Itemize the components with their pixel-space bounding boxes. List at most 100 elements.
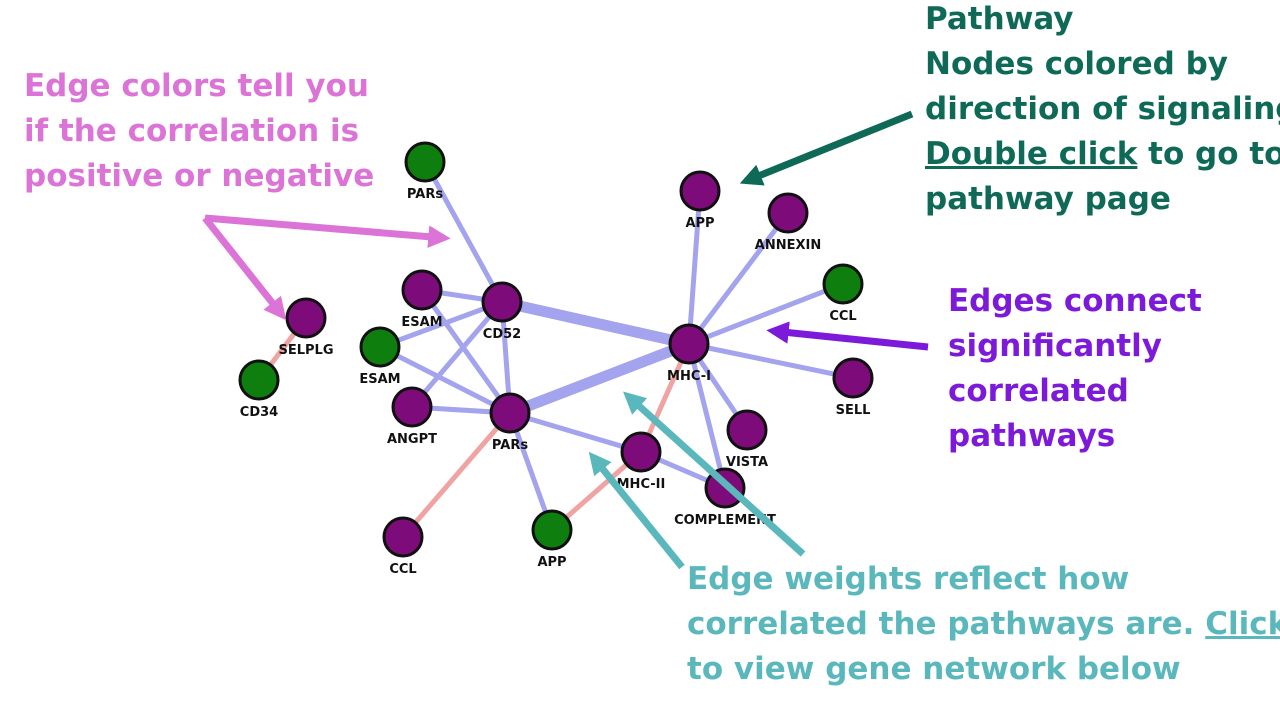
edge-color-annotation-line: if the correlation is: [24, 113, 360, 149]
weight-annotation-line: Edge weights reflect how: [687, 561, 1130, 597]
network-edge-mhc1-ccl_right[interactable]: [686, 281, 846, 347]
network-edge-esam1-pars_mid[interactable]: [419, 287, 513, 416]
network-node-app_bottom[interactable]: APP: [531, 509, 573, 570]
weight-annotation-line: correlated the pathways are. Click: [687, 602, 1280, 647]
network-node-esam2[interactable]: ESAM: [359, 326, 401, 387]
pathway-node-annotation: Pathway Nodes colored by direction of si…: [925, 0, 1280, 222]
edge-annotation-line: pathways: [948, 418, 1116, 454]
pathway-annotation-text: to go to: [1137, 136, 1280, 172]
pathway-annotation-line: Nodes colored by: [925, 46, 1228, 82]
node-label: ESAM: [401, 315, 442, 330]
network-node-selplg[interactable]: SELPLG: [278, 297, 334, 358]
node-circle[interactable]: [481, 281, 523, 323]
edge-color-annotation-line: Edge colors tell you: [24, 68, 369, 104]
node-label: SELPLG: [278, 343, 333, 358]
network-node-ccl_bottom[interactable]: CCL: [382, 516, 424, 577]
node-label: SELL: [836, 403, 871, 418]
network-edge-mhc1-annexin[interactable]: [686, 210, 791, 347]
network-node-angpt[interactable]: ANGPT: [387, 386, 437, 447]
network-nodes: PARs APP ANNEXIN CCL ESAM CD52 SELPLG ESAM MHC-I…: [238, 141, 874, 577]
pathway-annotation-title: Pathway: [925, 1, 1074, 37]
node-circle[interactable]: [401, 269, 443, 311]
network-node-mhc2[interactable]: MHC-II: [617, 431, 666, 492]
edge-annotation-line: correlated: [948, 373, 1129, 409]
edge-annotation-line: Edges connect: [948, 283, 1202, 319]
node-circle[interactable]: [238, 359, 280, 401]
node-circle[interactable]: [489, 392, 531, 434]
node-circle[interactable]: [726, 409, 768, 451]
edge-weight-annotation: Edge weights reflect how correlated the …: [687, 557, 1280, 692]
node-label: CD52: [483, 327, 521, 342]
node-label: APP: [685, 216, 714, 231]
network-node-cd34[interactable]: CD34: [238, 359, 280, 420]
node-label: CCL: [829, 309, 856, 324]
double-click-link[interactable]: Double click: [925, 136, 1138, 172]
node-circle[interactable]: [668, 323, 710, 365]
annotation-arrows: [202, 110, 929, 570]
correlation-arrow-to-negative-edge: [202, 215, 287, 321]
network-node-mhc1[interactable]: MHC-I: [667, 323, 711, 384]
node-label: VISTA: [726, 455, 768, 470]
network-edge-pars_mid-ccl_bottom[interactable]: [400, 410, 513, 540]
network-node-sell[interactable]: SELL: [832, 357, 874, 418]
network-node-ccl_right[interactable]: CCL: [822, 263, 864, 324]
pathway-annotation-line: Double click to go to: [925, 132, 1280, 177]
node-circle[interactable]: [767, 192, 809, 234]
weights-arrow-short: [588, 451, 685, 570]
weights-arrow-long: [623, 391, 806, 557]
network-edge-mhc1-sell[interactable]: [686, 341, 856, 381]
edge-color-annotation-line: positive or negative: [24, 158, 375, 194]
node-circle[interactable]: [391, 386, 433, 428]
node-circle[interactable]: [285, 297, 327, 339]
network-node-cd52[interactable]: CD52: [481, 281, 523, 342]
network-edge-mhc1-complement[interactable]: [686, 341, 728, 491]
node-label: ANGPT: [387, 432, 437, 447]
pathway-annotation-line: direction of signaling.: [925, 91, 1280, 127]
node-circle[interactable]: [531, 509, 573, 551]
edges-arrow: [766, 321, 929, 351]
click-link[interactable]: Click: [1205, 606, 1280, 642]
network-edge-cd52-esam2[interactable]: [377, 299, 505, 350]
node-circle[interactable]: [382, 516, 424, 558]
network-edge-pars_mid-mhc1[interactable]: [504, 338, 695, 419]
node-label: PARs: [492, 438, 528, 453]
node-label: MHC-II: [617, 477, 666, 492]
pathway-annotation-line: pathway page: [925, 181, 1171, 217]
edge-color-annotation: Edge colors tell you if the correlation …: [24, 64, 374, 199]
weight-annotation-line: to view gene network below: [687, 651, 1181, 687]
node-label: ESAM: [359, 372, 400, 387]
network-node-app_top[interactable]: APP: [679, 170, 721, 231]
network-edge-mhc1-app_top[interactable]: [686, 188, 703, 347]
network-edge-pars_mid-app_bottom[interactable]: [507, 410, 555, 533]
network-node-esam1[interactable]: ESAM: [401, 269, 443, 330]
network-edge-cd52-angpt[interactable]: [409, 299, 505, 410]
node-circle[interactable]: [832, 357, 874, 399]
network-node-pars_top[interactable]: PARs: [404, 141, 446, 202]
node-circle[interactable]: [404, 141, 446, 183]
network-node-pars_mid[interactable]: PARs: [489, 392, 531, 453]
node-label: APP: [537, 555, 566, 570]
node-circle[interactable]: [679, 170, 721, 212]
node-label: CCL: [389, 562, 416, 577]
node-label: PARs: [407, 187, 443, 202]
node-label: ANNEXIN: [755, 238, 821, 253]
network-edges: [256, 159, 856, 540]
node-circle[interactable]: [359, 326, 401, 368]
network-edge-pars_top-cd52[interactable]: [422, 159, 505, 305]
edge-connection-annotation: Edges connect significantly correlated p…: [948, 279, 1202, 459]
node-circle[interactable]: [822, 263, 864, 305]
network-edge-pars_mid-mhc2[interactable]: [507, 410, 644, 455]
correlation-arrow-to-edge: [204, 214, 451, 248]
node-label: CD34: [240, 405, 278, 420]
network-node-annexin[interactable]: ANNEXIN: [755, 192, 821, 253]
network-node-vista[interactable]: VISTA: [726, 409, 768, 470]
weight-annotation-text: correlated the pathways are.: [687, 606, 1206, 642]
node-circle[interactable]: [620, 431, 662, 473]
pathway-arrow: [739, 110, 914, 186]
node-label: MHC-I: [667, 369, 711, 384]
edge-annotation-line: significantly: [948, 328, 1162, 364]
node-label: COMPLEMENT: [674, 513, 776, 528]
network-edge-cd52-mhc1[interactable]: [496, 296, 695, 350]
network-edge-esam2-pars_mid[interactable]: [377, 344, 513, 416]
